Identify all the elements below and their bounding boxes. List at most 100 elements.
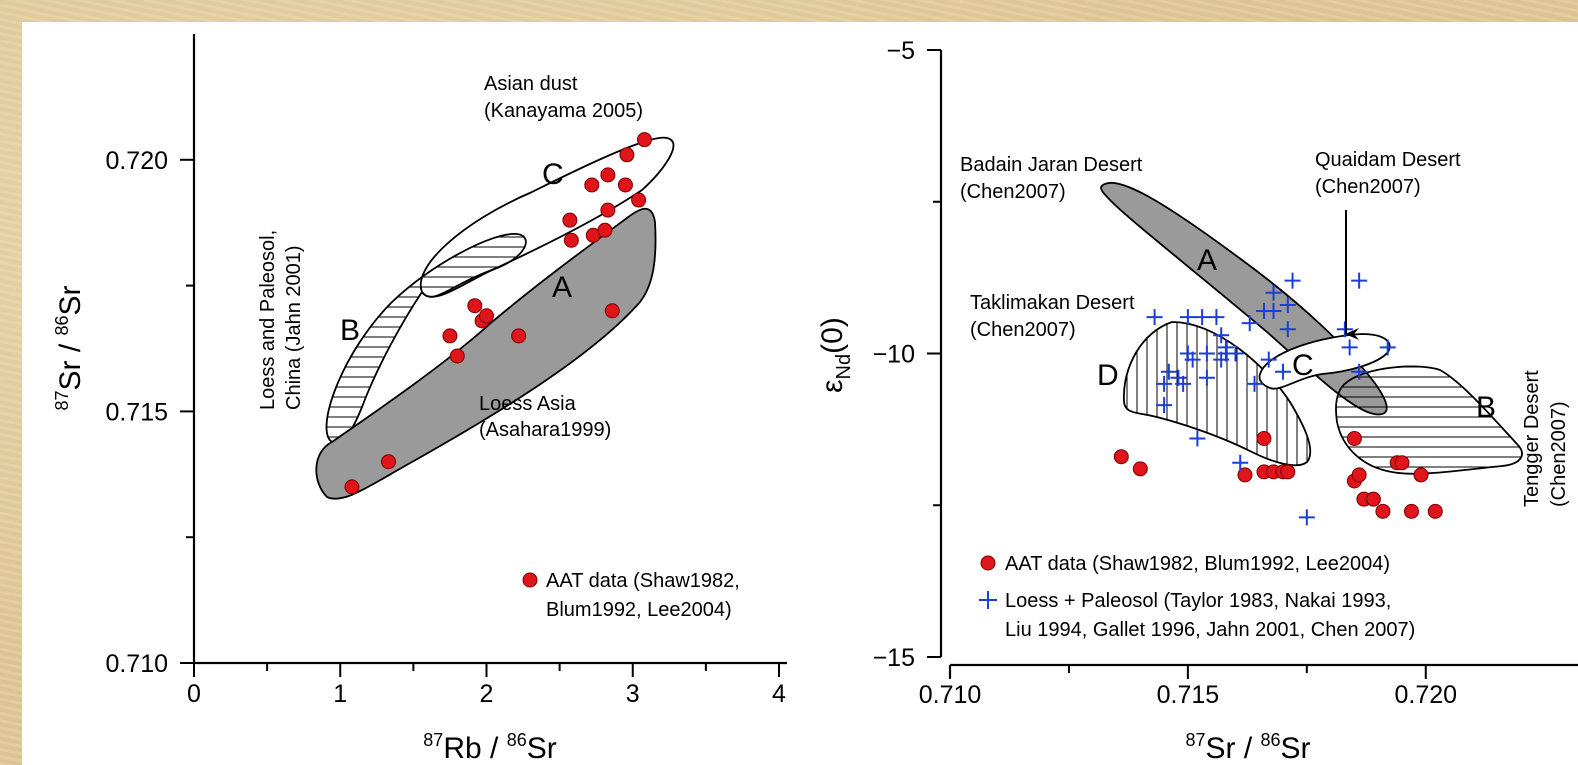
right-x-tick-label: 0.710 <box>919 681 982 709</box>
loess-paleosol-point <box>1279 296 1296 313</box>
aat-data-point <box>584 177 600 193</box>
loess-paleosol-point <box>1194 309 1211 326</box>
aat-data-point <box>1375 503 1391 519</box>
right-y-tick-label: −5 <box>886 37 915 65</box>
region-letter-b-right: B <box>1476 391 1496 424</box>
aat-data-point <box>511 328 527 344</box>
aat-data-point <box>1403 503 1419 519</box>
loess-paleosol-point <box>1198 369 1215 386</box>
right-ticks: 0.710 0.715 0.720 −15 −10 −5 <box>873 37 1457 709</box>
loess-paleosol-point <box>1189 430 1206 447</box>
annotation-badain-jaran-line2: (Chen2007) <box>960 181 1066 203</box>
loess-paleosol-point <box>1179 309 1196 326</box>
region-b-tengger <box>1335 365 1523 475</box>
left-y-tick-label: 0.720 <box>105 147 168 175</box>
aat-data-point <box>631 192 647 208</box>
aat-data-point <box>562 212 578 228</box>
loess-paleosol-point <box>1279 321 1296 338</box>
annotation-tengger-line1: Tengger Desert <box>1521 370 1543 507</box>
aat-data-point <box>381 454 397 470</box>
aat-data-point <box>1427 503 1443 519</box>
right-legend-marker-aat <box>980 555 996 571</box>
right-legend-marker-loess <box>979 591 997 609</box>
aat-data-point <box>604 303 620 319</box>
figure-panel: C A B Asian dust (Kanayama 2005) Loess A… <box>22 22 1578 765</box>
annotation-asian-dust-line2: (Kanayama 2005) <box>484 100 643 122</box>
loess-paleosol-point <box>1232 454 1249 471</box>
left-x-tick-label: 1 <box>333 680 347 708</box>
aat-data-point <box>479 308 494 324</box>
aat-data-point <box>617 177 633 193</box>
region-a-loess-asia <box>315 207 657 500</box>
loess-paleosol-point <box>1227 345 1244 362</box>
aat-data-point <box>597 222 613 238</box>
loess-paleosol-point <box>1246 375 1263 392</box>
loess-paleosol-point <box>1351 272 1368 289</box>
aat-data-point <box>1256 430 1272 446</box>
loess-paleosol-point <box>1265 303 1282 320</box>
right-y-tick-label: −10 <box>873 341 915 369</box>
aat-data-point <box>619 147 635 163</box>
aat-data-point <box>467 298 483 314</box>
annotation-asian-dust-line1: Asian dust <box>484 73 578 95</box>
aat-data-point <box>636 132 652 148</box>
annotation-quaidam-line1: Quaidam Desert <box>1315 149 1461 171</box>
aat-data-points-right <box>1113 430 1443 519</box>
aat-data-point <box>1394 455 1410 471</box>
aat-data-point <box>1132 461 1148 477</box>
annotation-loess-paleosol-line1: Loess and Paleosol, <box>257 230 279 410</box>
left-x-axis-title: 87Rb / 86Sr <box>423 730 556 765</box>
region-b-loess-paleosol <box>325 233 527 444</box>
left-y-axis-title: 87Sr / 86Sr <box>52 285 87 410</box>
loess-paleosol-point <box>1146 309 1163 326</box>
annotation-quaidam-line2: (Chen2007) <box>1315 176 1421 198</box>
right-x-tick-label: 0.720 <box>1394 681 1457 709</box>
right-y-axis-title: εNd(0) <box>816 317 855 393</box>
loess-paleosol-point <box>1260 351 1277 368</box>
left-x-tick-label: 0 <box>187 680 201 708</box>
loess-paleosol-point <box>1208 309 1225 326</box>
aat-data-point <box>563 232 579 248</box>
annotation-loess-asia-line1: Loess Asia <box>479 393 577 415</box>
right-legend-loess-line2: Liu 1994, Gallet 1996, Jahn 2001, Chen 2… <box>1005 619 1415 641</box>
region-letter-c-right: C <box>1292 349 1314 382</box>
aat-data-point <box>1346 430 1362 446</box>
loess-paleosol-point <box>1175 375 1192 392</box>
left-legend-text-line1: AAT data (Shaw1982, <box>546 570 740 592</box>
annotation-taklimakan-line1: Taklimakan Desert <box>970 292 1135 314</box>
aat-data-point <box>1280 464 1296 480</box>
loess-paleosol-point <box>1379 339 1396 356</box>
left-ticks: 0 1 2 3 4 0.710 0.715 0.720 <box>105 147 786 708</box>
loess-paleosol-point <box>1265 284 1282 301</box>
right-legend-loess-line1: Loess + Paleosol (Taylor 1983, Nakai 199… <box>1005 590 1391 612</box>
left-x-tick-label: 3 <box>626 680 640 708</box>
loess-paleosol-point <box>1184 351 1201 368</box>
region-letter-b: B <box>340 314 360 347</box>
aat-data-point <box>344 479 360 495</box>
loess-paleosol-point <box>1284 272 1301 289</box>
loess-paleosol-point <box>1160 363 1177 380</box>
aat-data-point <box>1237 467 1253 483</box>
left-panel: C A B Asian dust (Kanayama 2005) Loess A… <box>52 34 787 765</box>
annotation-tengger-line2: (Chen2007) <box>1548 401 1570 507</box>
right-y-tick-label: −15 <box>873 644 915 672</box>
loess-paleosol-points <box>1146 272 1396 526</box>
annotation-loess-paleosol-line2: China (Jahn 2001) <box>283 245 305 410</box>
left-x-tick-label: 4 <box>772 680 786 708</box>
aat-data-points-left <box>344 132 652 495</box>
left-legend-text-line2: Blum1992, Lee2004) <box>546 599 732 621</box>
loess-paleosol-point <box>1298 509 1315 526</box>
left-x-tick-label: 2 <box>480 680 494 708</box>
aat-data-point <box>1365 491 1381 507</box>
region-letter-c: C <box>542 158 564 191</box>
loess-paleosol-point <box>1275 363 1292 380</box>
aat-data-point <box>1351 467 1367 483</box>
loess-paleosol-point <box>1341 339 1358 356</box>
loess-paleosol-point <box>1351 363 1368 380</box>
aat-data-point <box>442 328 458 344</box>
left-y-tick-label: 0.715 <box>105 398 168 426</box>
region-letter-d-right: D <box>1097 359 1119 392</box>
loess-paleosol-point <box>1198 345 1215 362</box>
aat-data-point <box>600 202 616 218</box>
left-y-tick-label: 0.710 <box>105 650 168 678</box>
